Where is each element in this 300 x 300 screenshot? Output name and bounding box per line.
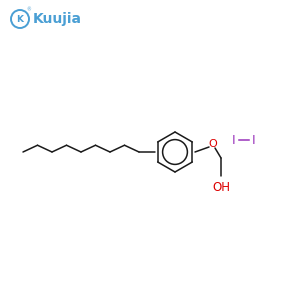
Text: I: I bbox=[252, 134, 256, 146]
Text: ®: ® bbox=[27, 8, 32, 13]
Text: Kuujia: Kuujia bbox=[33, 12, 82, 26]
Text: K: K bbox=[16, 14, 23, 23]
Text: O: O bbox=[208, 139, 217, 149]
Text: OH: OH bbox=[212, 181, 230, 194]
Text: I: I bbox=[232, 134, 236, 146]
